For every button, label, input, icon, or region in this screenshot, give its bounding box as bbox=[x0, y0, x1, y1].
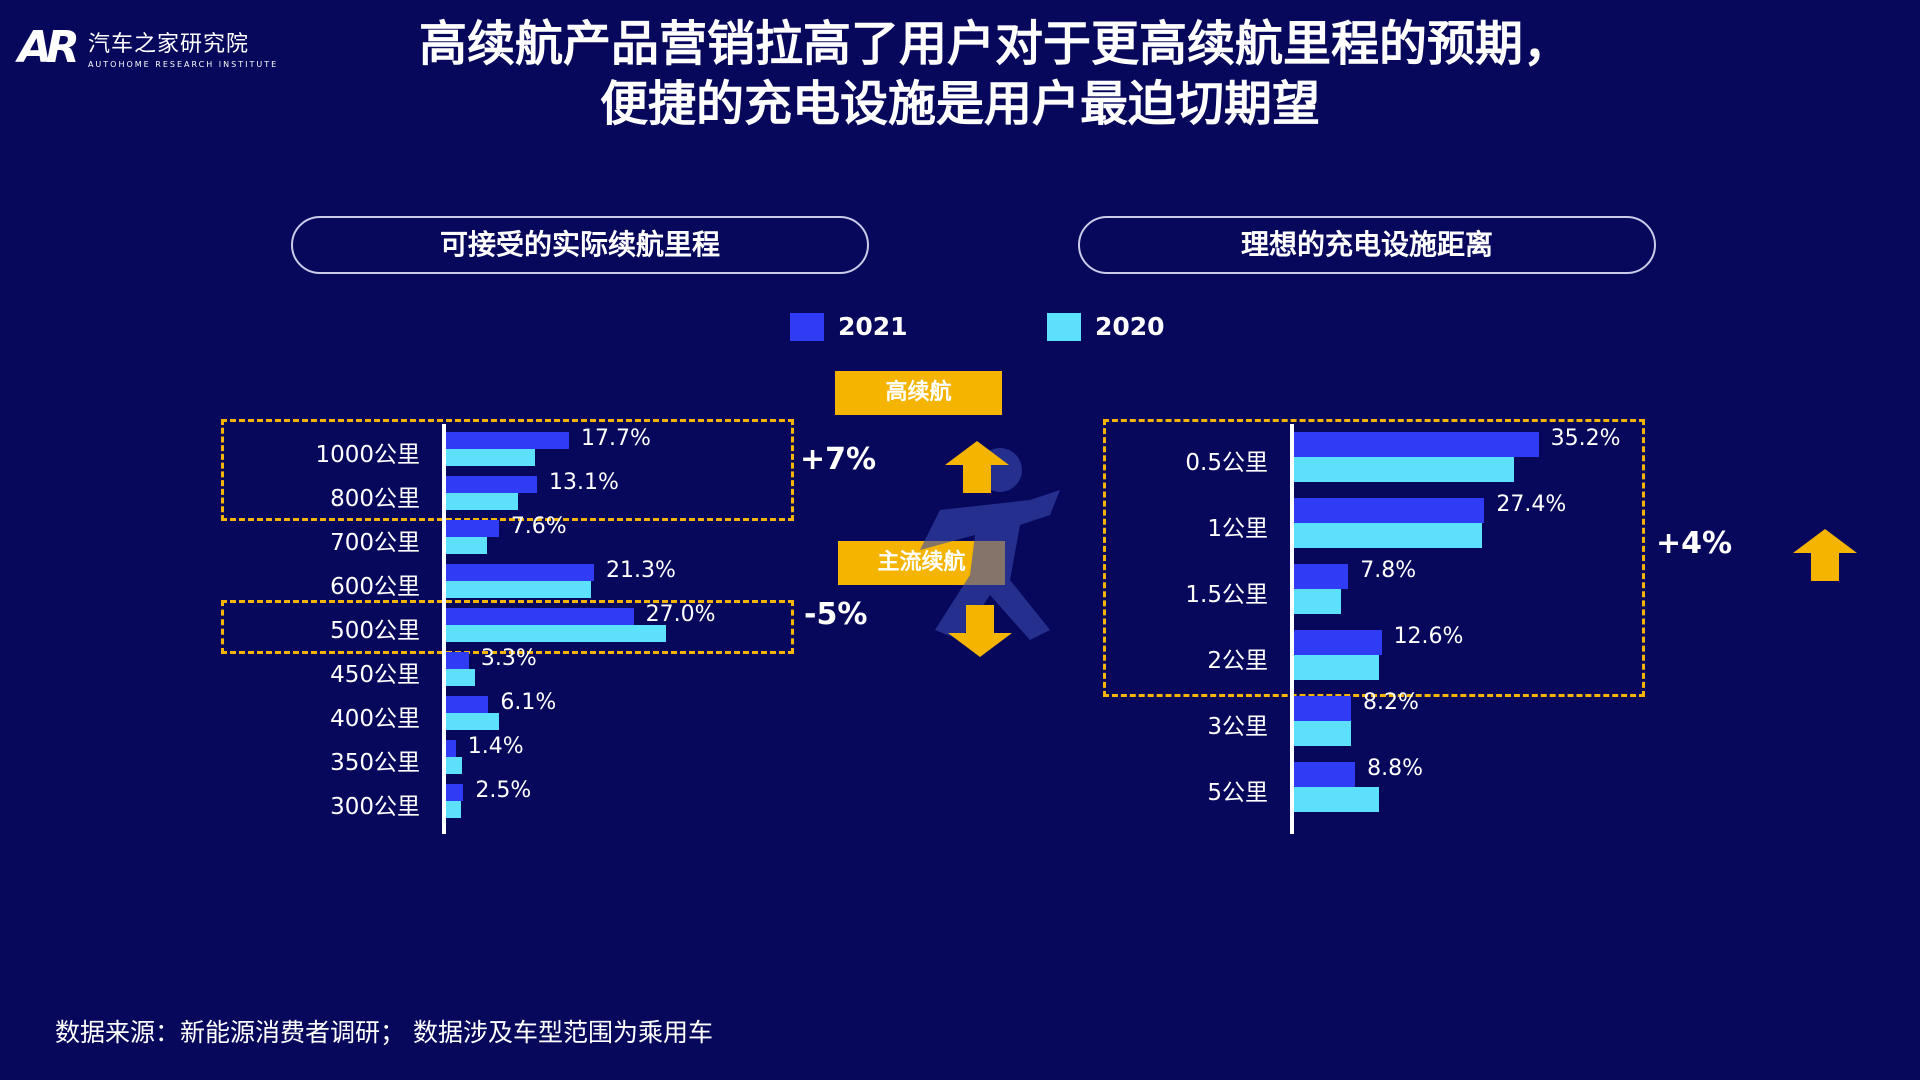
source-note: 数据来源：新能源消费者调研； 数据涉及车型范围为乘用车 bbox=[55, 1018, 713, 1047]
bar-2021 bbox=[446, 432, 569, 449]
value-label: 6.1% bbox=[500, 690, 557, 715]
title-line-1: 高续航产品营销拉高了用户对于更高续航里程的预期， bbox=[418, 16, 1571, 72]
bar-2021 bbox=[1294, 564, 1349, 589]
logo: AR 汽车之家研究院 AUTOHOME RESEARCH INSTITUTE bbox=[18, 22, 278, 73]
value-label: 1.4% bbox=[467, 734, 524, 759]
legend-label-2021: 2021 bbox=[838, 312, 908, 341]
bar-2020 bbox=[446, 801, 462, 818]
bar-2021 bbox=[446, 520, 499, 537]
bar-2020 bbox=[446, 669, 476, 686]
value-label: 17.7% bbox=[581, 426, 651, 451]
category-label: 1000公里 bbox=[315, 442, 420, 468]
category-label: 700公里 bbox=[330, 530, 420, 556]
left-highlight-main bbox=[221, 600, 794, 654]
bar-2021 bbox=[446, 476, 538, 493]
logo-mark: AR bbox=[18, 22, 80, 73]
value-label: 3.3% bbox=[480, 646, 537, 671]
legend-2020: 2020 bbox=[1047, 312, 1165, 341]
left-delta-up: +7% bbox=[800, 442, 877, 477]
value-label: 21.3% bbox=[606, 558, 676, 583]
bar-2021 bbox=[1294, 498, 1485, 523]
logo-cn: 汽车之家研究院 bbox=[87, 32, 249, 57]
right-delta-up: +4% bbox=[1656, 526, 1733, 561]
left-chart-title: 可接受的实际续航里程 bbox=[291, 216, 869, 274]
category-label: 600公里 bbox=[330, 574, 420, 600]
bar-2020 bbox=[1294, 523, 1482, 548]
arrow-up-icon bbox=[945, 441, 1009, 493]
value-label: 27.0% bbox=[645, 602, 716, 627]
arrow-up-right-icon bbox=[1793, 529, 1857, 581]
value-label: 35.2% bbox=[1550, 426, 1621, 451]
left-highlight-high bbox=[221, 419, 794, 521]
high-range-tag: 高续航 bbox=[835, 371, 1002, 415]
bar-2020 bbox=[1294, 721, 1351, 746]
bar-2021 bbox=[1294, 696, 1351, 721]
bar-2021 bbox=[446, 608, 634, 625]
value-label: 2.5% bbox=[475, 778, 532, 803]
legend-label-2020: 2020 bbox=[1095, 312, 1165, 341]
bar-2020 bbox=[1294, 457, 1514, 482]
category-label: 800公里 bbox=[330, 486, 420, 512]
category-label: 500公里 bbox=[330, 618, 420, 644]
y-axis-line bbox=[442, 424, 446, 834]
title-line-2: 便捷的充电设施是用户最迫切期望 bbox=[599, 76, 1320, 132]
bar-2020 bbox=[446, 537, 487, 554]
bar-2020 bbox=[446, 581, 592, 598]
bar-2021 bbox=[446, 696, 489, 713]
bar-2021 bbox=[1294, 762, 1356, 787]
bar-2021 bbox=[1294, 432, 1539, 457]
bar-2021 bbox=[446, 784, 464, 801]
bar-2020 bbox=[1294, 589, 1341, 614]
bar-2021 bbox=[446, 564, 595, 581]
page-title: 高续航产品营销拉高了用户对于更高续航里程的预期， 便捷的充电设施是用户最迫切期望 bbox=[0, 14, 1920, 134]
bar-2021 bbox=[446, 652, 469, 669]
value-label: 27.4% bbox=[1496, 492, 1567, 517]
category-label: 5公里 bbox=[1207, 780, 1268, 806]
category-label: 3公里 bbox=[1207, 714, 1268, 740]
legend-swatch-2021 bbox=[790, 312, 824, 341]
value-label: 7.8% bbox=[1360, 558, 1417, 583]
bar-2020 bbox=[446, 449, 535, 466]
value-label: 7.6% bbox=[510, 514, 567, 539]
bar-2020 bbox=[446, 625, 666, 642]
legend-2021: 2021 bbox=[790, 312, 908, 341]
category-label: 1.5公里 bbox=[1185, 582, 1268, 608]
right-chart-title: 理想的充电设施距离 bbox=[1078, 216, 1656, 274]
bar-2020 bbox=[446, 757, 462, 774]
bar-2020 bbox=[1294, 787, 1380, 812]
category-label: 300公里 bbox=[330, 794, 420, 820]
category-label: 450公里 bbox=[330, 662, 420, 688]
bar-2020 bbox=[446, 493, 519, 510]
value-label: 8.2% bbox=[1362, 690, 1419, 715]
left-delta-down: -5% bbox=[804, 597, 868, 632]
bar-2020 bbox=[1294, 655, 1380, 680]
bar-2021 bbox=[1294, 630, 1382, 655]
bar-2021 bbox=[446, 740, 456, 757]
value-label: 12.6% bbox=[1393, 624, 1464, 649]
logo-en: AUTOHOME RESEARCH INSTITUTE bbox=[87, 60, 279, 69]
y-axis-line bbox=[1290, 424, 1294, 834]
value-label: 8.8% bbox=[1367, 756, 1424, 781]
bar-2020 bbox=[446, 713, 499, 730]
right-highlight bbox=[1103, 419, 1645, 697]
category-label: 1公里 bbox=[1207, 516, 1268, 542]
category-label: 400公里 bbox=[330, 706, 420, 732]
category-label: 350公里 bbox=[330, 750, 420, 776]
category-label: 0.5公里 bbox=[1185, 450, 1268, 476]
value-label: 13.1% bbox=[549, 470, 619, 495]
category-label: 2公里 bbox=[1207, 648, 1268, 674]
arrow-down-icon bbox=[948, 605, 1012, 657]
legend-swatch-2020 bbox=[1047, 312, 1081, 341]
